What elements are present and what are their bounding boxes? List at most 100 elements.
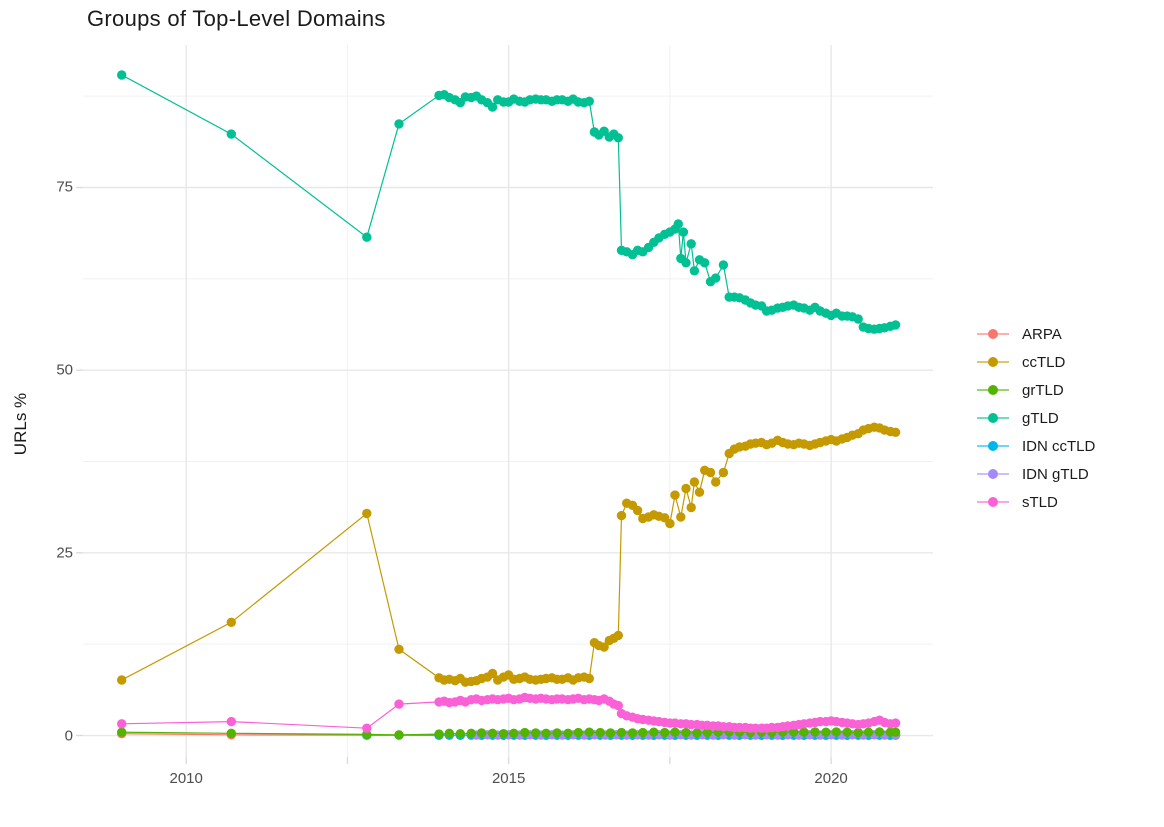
data-point-gtld bbox=[700, 258, 710, 268]
legend-item-label: IDN gTLD bbox=[1022, 465, 1089, 483]
data-point-grtld bbox=[595, 727, 605, 738]
data-point-grtld bbox=[638, 727, 648, 738]
data-point-stld bbox=[117, 719, 127, 729]
legend-key-dot bbox=[988, 469, 998, 479]
data-point-stld bbox=[362, 723, 372, 733]
legend-item-cctld: ccTLD bbox=[976, 348, 1095, 376]
data-point-gtld bbox=[362, 232, 372, 242]
data-point-gtld bbox=[584, 96, 594, 107]
data-point-cctld bbox=[670, 490, 680, 500]
data-point-cctld bbox=[718, 467, 729, 478]
data-point-grtld bbox=[563, 728, 573, 738]
data-point-grtld bbox=[831, 727, 841, 737]
y-tick-label: 75 bbox=[56, 178, 73, 196]
data-point-cctld bbox=[689, 477, 700, 487]
data-point-grtld bbox=[605, 728, 616, 738]
legend-key-icon bbox=[977, 357, 1009, 367]
data-point-grtld bbox=[863, 727, 874, 737]
legend-key-dot bbox=[988, 441, 998, 451]
data-point-gtld bbox=[890, 320, 901, 330]
data-point-gtld bbox=[711, 273, 721, 283]
data-point-grtld bbox=[890, 727, 901, 737]
data-point-cctld bbox=[694, 487, 705, 497]
legend-item-grtld: grTLD bbox=[976, 376, 1095, 404]
data-point-cctld bbox=[705, 467, 716, 478]
data-point-cctld bbox=[394, 644, 404, 654]
data-point-grtld bbox=[670, 727, 680, 737]
data-point-grtld bbox=[455, 729, 465, 739]
data-point-stld bbox=[890, 718, 901, 728]
data-point-grtld bbox=[487, 728, 498, 738]
data-point-grtld bbox=[434, 729, 444, 739]
data-point-cctld bbox=[616, 510, 627, 521]
x-tick-label: 2015 bbox=[491, 770, 526, 787]
data-point-cctld bbox=[613, 630, 623, 641]
data-point-cctld bbox=[599, 642, 609, 652]
legend-key-icon bbox=[977, 385, 1009, 395]
y-tick-label: 50 bbox=[56, 361, 73, 379]
data-point-cctld bbox=[584, 673, 594, 684]
data-point-cctld bbox=[890, 427, 901, 437]
data-point-cctld bbox=[665, 518, 675, 529]
legend-item-stld: sTLD bbox=[976, 488, 1095, 516]
data-point-gtld bbox=[487, 102, 498, 112]
legend-key-dot bbox=[988, 329, 998, 339]
legend-item-label: ccTLD bbox=[1022, 353, 1066, 371]
legend-item-label: gTLD bbox=[1022, 409, 1059, 427]
legend-item-label: ARPA bbox=[1022, 325, 1062, 343]
data-point-grtld bbox=[394, 730, 404, 740]
legend-key-icon bbox=[977, 441, 1009, 451]
data-point-grtld bbox=[573, 727, 583, 738]
data-point-gtld bbox=[117, 70, 127, 80]
legend-key-dot bbox=[988, 385, 998, 395]
y-tick-label: 25 bbox=[56, 544, 73, 562]
data-point-cctld bbox=[226, 617, 236, 627]
data-point-grtld bbox=[466, 728, 476, 738]
data-point-grtld bbox=[584, 727, 594, 737]
data-point-grtld bbox=[520, 727, 530, 738]
legend-key-dot bbox=[988, 357, 998, 367]
legend-key-icon bbox=[977, 497, 1009, 507]
data-point-grtld bbox=[627, 728, 638, 738]
legend-key-icon bbox=[977, 329, 1009, 339]
x-tick-label: 2010 bbox=[169, 770, 203, 787]
data-point-grtld bbox=[444, 728, 454, 738]
data-point-cctld bbox=[487, 668, 498, 679]
legend-item-idn-gtld: IDN gTLD bbox=[976, 460, 1095, 488]
data-point-grtld bbox=[853, 727, 863, 738]
data-point-grtld bbox=[509, 728, 519, 738]
legend-item-gtld: gTLD bbox=[976, 404, 1095, 432]
legend-key-dot bbox=[988, 413, 998, 423]
data-point-cctld bbox=[117, 675, 127, 685]
legend: ARPA ccTLD grTLD gTLD IDN ccTLD IDN gTLD sTLD bbox=[976, 320, 1095, 516]
data-point-gtld bbox=[853, 314, 863, 324]
data-point-cctld bbox=[686, 502, 696, 513]
data-point-grtld bbox=[681, 727, 691, 738]
legend-item-arpa: ARPA bbox=[976, 320, 1095, 348]
data-point-grtld bbox=[552, 728, 562, 738]
data-point-grtld bbox=[117, 727, 127, 737]
data-point-stld bbox=[394, 699, 404, 709]
data-point-cctld bbox=[676, 512, 686, 522]
data-point-gtld bbox=[681, 258, 691, 268]
data-point-gtld bbox=[686, 239, 696, 249]
data-point-stld bbox=[613, 700, 623, 711]
y-axis-title: URLs % bbox=[11, 392, 30, 456]
data-point-grtld bbox=[476, 728, 487, 738]
data-point-grtld bbox=[616, 727, 627, 738]
legend-item-label: sTLD bbox=[1022, 493, 1058, 511]
data-point-cctld bbox=[681, 483, 691, 494]
legend-item-idn-cctld: IDN ccTLD bbox=[976, 432, 1095, 460]
data-point-grtld bbox=[226, 728, 236, 738]
data-point-grtld bbox=[799, 727, 809, 737]
data-point-gtld bbox=[689, 266, 700, 276]
data-point-cctld bbox=[711, 477, 721, 487]
y-tick-label: 0 bbox=[64, 727, 73, 745]
data-point-stld bbox=[226, 716, 236, 727]
data-point-cctld bbox=[362, 508, 372, 519]
data-point-grtld bbox=[810, 727, 820, 737]
data-point-gtld bbox=[718, 260, 729, 270]
data-point-gtld bbox=[678, 227, 689, 237]
